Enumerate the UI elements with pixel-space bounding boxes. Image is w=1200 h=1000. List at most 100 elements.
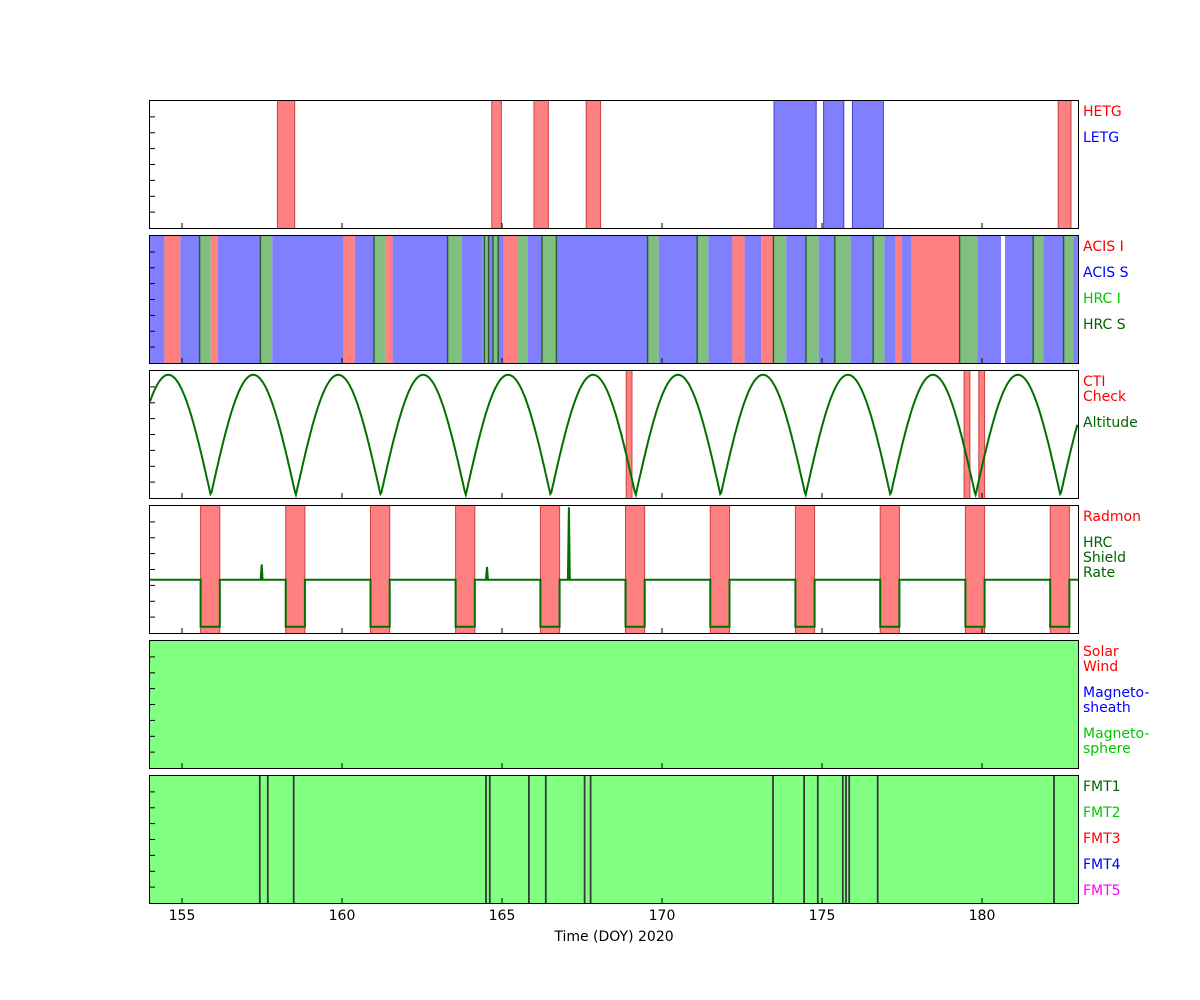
legend-hrcshieldrate: HRC Shield Rate [1083, 536, 1198, 581]
legend-acis-i: ACIS I [1083, 240, 1198, 255]
detector-segment [482, 236, 488, 363]
detector-segment [773, 236, 787, 363]
letg-band [823, 101, 845, 228]
detector-segment [884, 236, 896, 363]
legend-label: Radmon [1083, 509, 1141, 525]
detector-segment [374, 236, 386, 363]
legend-acis-s: ACIS S [1083, 266, 1198, 281]
radmon-band [455, 506, 476, 633]
detector-segment [498, 236, 504, 363]
detector-segment [873, 236, 885, 363]
legend-label: FMT4 [1083, 857, 1121, 873]
detector-segment [761, 236, 774, 363]
detector-segment [1033, 236, 1044, 363]
legend-fmt5: FMT5 [1083, 884, 1198, 899]
legend-label: sphere [1083, 741, 1131, 757]
legend-hetg: HETG [1083, 105, 1198, 120]
x-axis-label: Time (DOY) 2020 [554, 929, 674, 945]
detector-segment [164, 236, 181, 363]
letg-band [773, 101, 817, 228]
hetg-band [585, 101, 602, 228]
panel-radmon-shield-labels: Radmon HRC Shield Rate [1083, 510, 1198, 592]
panel-radmon-shield [149, 505, 1079, 634]
radmon-band [370, 506, 391, 633]
legend-label: HETG [1083, 104, 1122, 120]
panel-fmt-labels: FMT1 FMT2 FMT3 FMT4 FMT5 [1083, 780, 1198, 910]
hetg-band [533, 101, 549, 228]
legend-label: HRC I [1083, 291, 1121, 307]
panel-detectors-labels: ACIS I ACIS S HRC I HRC S [1083, 240, 1198, 344]
detector-segment [895, 236, 902, 363]
hetg-band [276, 101, 296, 228]
x-tick-label: 165 [488, 908, 516, 924]
panel-geo-region-labels: Solar Wind Magneto-sheath Magneto-sphere [1083, 645, 1198, 768]
x-tick-label: 175 [808, 908, 836, 924]
x-tick-label: 170 [648, 908, 676, 924]
detector-segment [1001, 236, 1005, 363]
legend-radmon: Radmon [1083, 510, 1198, 525]
radmon-band [285, 506, 306, 633]
detector-segment [210, 236, 218, 363]
legend-label: Magneto- [1083, 685, 1150, 701]
detector-segment [217, 236, 261, 363]
panel-detectors [149, 235, 1079, 364]
radmon-band [539, 506, 561, 633]
detector-segment [818, 236, 835, 363]
panel-gratings [149, 100, 1079, 229]
panel-geo-region [149, 640, 1079, 769]
legend-label: FMT3 [1083, 831, 1121, 847]
detector-segment [1073, 236, 1078, 363]
legend-fmt1: FMT1 [1083, 780, 1198, 795]
hrc-shield-rate-curve [150, 507, 1078, 628]
detector-segment [708, 236, 733, 363]
cti-check-band [963, 371, 971, 498]
legend-fmt4: FMT4 [1083, 858, 1198, 873]
detector-segment [806, 236, 819, 363]
legend-label: HRC S [1083, 317, 1126, 333]
legend-label: Altitude [1083, 415, 1138, 431]
panel-fmt [149, 775, 1079, 904]
legend-cticheck: CTI Check [1083, 375, 1198, 405]
detector-segment [542, 236, 557, 363]
radmon-band [794, 506, 816, 633]
detector-segment [732, 236, 745, 363]
detector-segment [647, 236, 659, 363]
radmon-band [200, 506, 221, 633]
detector-segment [487, 236, 493, 363]
detector-segment [180, 236, 200, 363]
hetg-band [491, 101, 502, 228]
detector-segment [977, 236, 1002, 363]
detector-segment [697, 236, 709, 363]
detector-segment [911, 236, 960, 363]
legend-label: FMT1 [1083, 779, 1121, 795]
legend-label: Magneto- [1083, 726, 1150, 742]
x-tick-label: 155 [168, 908, 196, 924]
detector-segment [493, 236, 499, 363]
detector-segment [343, 236, 355, 363]
detector-segment [744, 236, 762, 363]
detector-segment [834, 236, 851, 363]
detector-segment [447, 236, 462, 363]
detector-segment [518, 236, 528, 363]
geo-region-plot [150, 641, 1078, 768]
magnetosphere-fill [150, 641, 1078, 768]
legend-label: Check [1083, 389, 1127, 405]
detector-segment [1043, 236, 1064, 363]
legend-label: FMT2 [1083, 805, 1121, 821]
detector-segment [658, 236, 698, 363]
detector-segment [385, 236, 393, 363]
panel-cti-altitude-labels: CTI Check Altitude [1083, 375, 1198, 442]
detector-segment [902, 236, 912, 363]
legend-hrc-i: HRC I [1083, 292, 1198, 307]
fmt-plot [150, 776, 1078, 903]
legend-fmt2: FMT2 [1083, 806, 1198, 821]
detector-segment [556, 236, 648, 363]
x-tick-label: 180 [968, 908, 996, 924]
x-tick-label: 160 [328, 908, 356, 924]
detector-segment [272, 236, 344, 363]
panel-gratings-labels: HETG LETG [1083, 105, 1198, 157]
legend-magneto-sheath: Magneto-sheath [1083, 686, 1198, 716]
panel-cti-altitude [149, 370, 1079, 499]
legend-magneto-sphere: Magneto-sphere [1083, 727, 1198, 757]
